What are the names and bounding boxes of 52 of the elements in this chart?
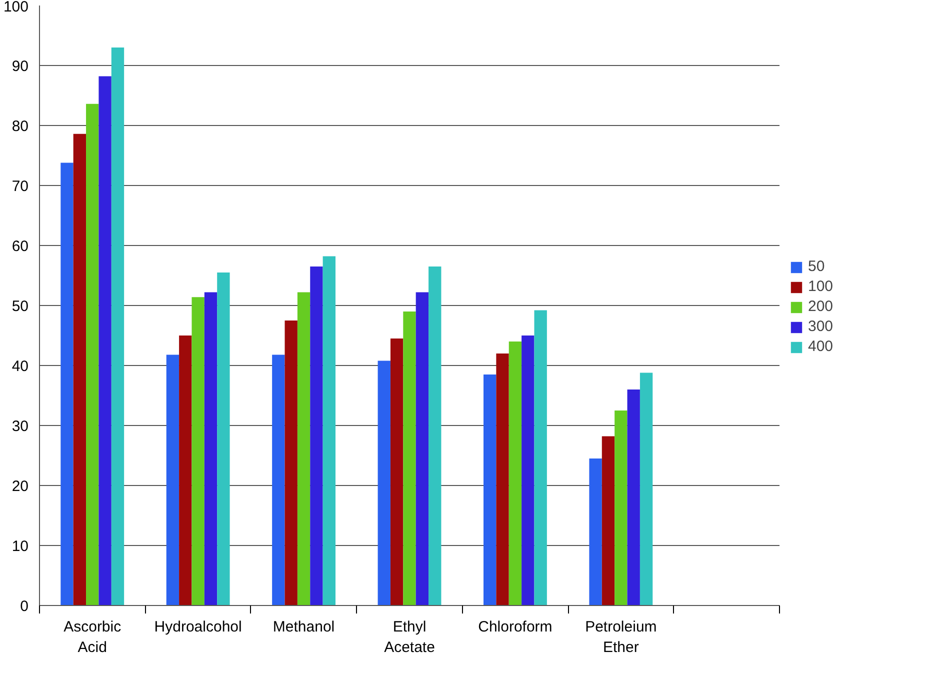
bar: [310, 266, 323, 606]
bar: [522, 336, 534, 606]
y-tick-label: 20: [12, 478, 29, 495]
bar: [166, 354, 180, 606]
legend-label: 200: [808, 298, 834, 315]
legend-label: 300: [808, 318, 834, 335]
bar: [390, 338, 404, 606]
x-tick-label: Ascorbic Acid: [64, 618, 122, 656]
y-tick-label: 40: [12, 358, 29, 375]
bar: [496, 354, 509, 606]
y-tick-label: 100: [3, 0, 29, 16]
bar: [192, 297, 204, 606]
bar: [98, 76, 112, 606]
bar: [86, 104, 99, 606]
y-tick-label: 0: [20, 598, 28, 615]
y-tick-label: 60: [12, 238, 29, 255]
legend-label: 50: [808, 258, 826, 275]
bar: [217, 272, 230, 606]
x-tick-label: Chloroform: [478, 618, 552, 636]
bar: [284, 320, 298, 606]
y-tick-label: 50: [12, 298, 29, 315]
bar: [614, 410, 628, 606]
legend-label: 400: [808, 338, 834, 355]
bar: [508, 342, 522, 606]
legend-label: 100: [808, 278, 834, 295]
bar: [589, 458, 602, 606]
bar: [416, 292, 429, 606]
bar: [204, 292, 218, 606]
y-tick-label: 80: [12, 118, 29, 135]
y-tick-label: 70: [12, 178, 29, 195]
bar: [403, 312, 416, 606]
y-tick-label: 30: [12, 418, 29, 435]
x-tick-label: Ethyl Acetate: [384, 618, 435, 656]
bar: [484, 374, 496, 606]
bar: [534, 310, 547, 606]
bar: [602, 436, 615, 606]
bar: [378, 360, 390, 606]
x-tick-label: Petroleium Ether: [585, 618, 657, 656]
bar: [73, 134, 86, 606]
bar: [428, 266, 442, 606]
x-tick-label: Hydroalcohol: [154, 618, 242, 636]
bar: [322, 256, 336, 606]
bar: [111, 48, 124, 606]
y-tick-label: 90: [12, 58, 29, 75]
bar: [272, 354, 285, 606]
x-tick-label: Methanol: [272, 618, 335, 636]
bar: [640, 372, 653, 606]
bar: [297, 292, 310, 606]
y-tick-label: 10: [12, 538, 29, 555]
bar: [627, 390, 640, 606]
bar: [60, 162, 74, 606]
bar: [179, 336, 192, 606]
